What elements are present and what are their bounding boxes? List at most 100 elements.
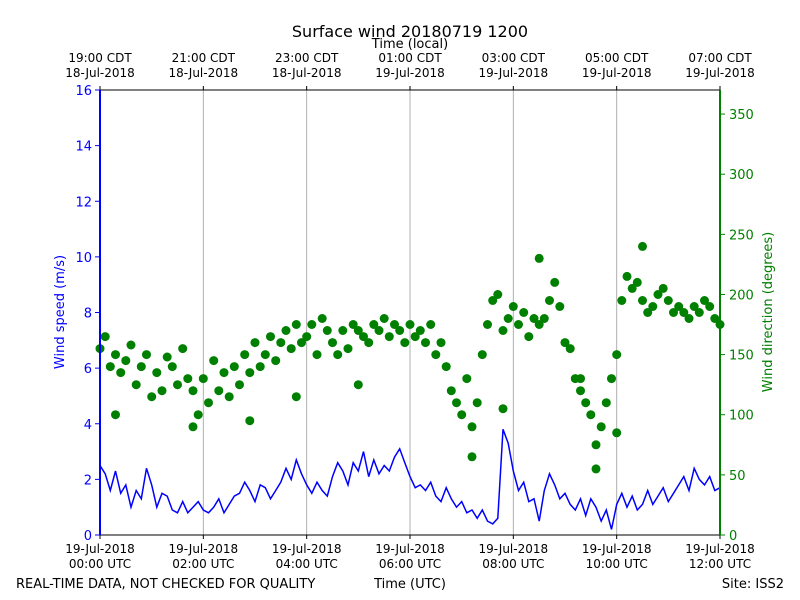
wind-direction-point [483,320,492,329]
wind-direction-point [312,350,322,360]
wind-direction-point [539,314,549,323]
wind-direction-point [576,374,585,384]
wind-direction-point [643,308,653,317]
wind-direction-point [591,464,601,474]
wind-direction-point [689,302,699,311]
wind-direction-point [565,344,575,354]
wind-direction-point [617,296,627,305]
wind-direction-point [684,314,694,323]
wind-direction-point [307,320,317,329]
wind-direction-point [648,302,658,311]
wind-direction-point [638,241,647,251]
wind-direction-point [111,410,120,420]
wind-direction-point [524,332,534,342]
wind-direction-point [669,308,678,317]
top-tick-label: 19-Jul-2018 [375,66,445,80]
right-tick-label: 250 [729,228,754,243]
wind-direction-point [508,302,518,311]
wind-direction-point [188,386,198,396]
wind-direction-point [157,386,167,396]
wind-direction-point [348,320,358,329]
wind-direction-point [111,350,120,360]
top-tick-label: 03:00 CDT [482,51,546,65]
left-tick-label: 6 [84,362,92,377]
wind-direction-point [591,440,601,450]
wind-direction-point [710,314,720,323]
wind-direction-point [431,350,441,360]
wind-direction-point [498,326,508,335]
wind-direction-point [446,386,456,396]
right-tick-label: 150 [729,349,754,364]
wind-direction-point [286,344,296,354]
wind-direction-point [586,410,596,420]
bottom-tick-label: 19-Jul-2018 [685,542,755,556]
wind-direction-point [245,416,255,426]
top-tick-label: 19-Jul-2018 [685,66,755,80]
wind-direction-point [276,338,286,348]
wind-direction-point [240,350,250,360]
wind-direction-point [550,277,560,287]
wind-direction-point [612,428,622,438]
y-axis-label-left: Wind speed (m/s) [53,255,68,369]
right-tick-label: 50 [729,469,746,484]
wind-direction-point [359,332,368,342]
wind-direction-point [193,410,203,420]
wind-direction-point [384,332,394,342]
wind-direction-point [219,368,229,378]
wind-direction-point [369,320,379,329]
quality-disclaimer: REAL-TIME DATA, NOT CHECKED FOR QUALITY [16,577,315,592]
wind-direction-point [627,283,637,293]
left-tick-label: 2 [84,473,92,488]
wind-direction-point [281,326,291,335]
wind-direction-point [353,326,363,335]
wind-direction-point [674,302,684,311]
bottom-tick-label: 06:00 UTC [379,557,441,571]
data-series [95,241,725,530]
wind-direction-point [529,314,539,323]
wind-direction-point [338,326,348,335]
bottom-tick-label: 19-Jul-2018 [65,542,135,556]
wind-direction-point [235,380,244,390]
bottom-tick-label: 00:00 UTC [69,557,131,571]
wind-direction-point [452,398,461,408]
wind-direction-point [291,320,301,329]
bottom-tick-label: 19-Jul-2018 [582,542,652,556]
wind-direction-point [167,362,177,372]
wind-direction-point [224,392,234,402]
top-tick-label: 18-Jul-2018 [65,66,135,80]
left-tick-label: 4 [84,418,92,433]
wind-direction-point [576,386,585,396]
wind-direction-point [472,398,482,408]
left-tick-label: 0 [84,529,92,544]
wind-direction-point [415,326,425,335]
chart-title: Surface wind 20180719 1200 [292,22,528,41]
bottom-tick-label: 19-Jul-2018 [272,542,342,556]
right-tick-label: 0 [729,529,737,544]
wind-direction-point [204,398,213,408]
top-tick-label: 18-Jul-2018 [169,66,239,80]
wind-direction-point [328,338,337,348]
wind-direction-point [560,338,570,348]
top-tick-label: 19-Jul-2018 [582,66,652,80]
wind-direction-point [622,271,632,281]
wind-direction-point [514,320,523,329]
wind-direction-point [126,340,136,350]
wind-direction-point [162,352,172,362]
wind-direction-point [534,320,544,329]
wind-direction-point [229,362,239,372]
wind-direction-point [545,296,554,305]
wind-direction-point [493,290,503,299]
left-tick-label: 12 [75,195,92,210]
grid-lines [99,90,721,535]
top-tick-label: 19-Jul-2018 [479,66,549,80]
x-axis-label: Time (UTC) [373,577,446,592]
wind-direction-point [395,326,405,335]
wind-direction-point [105,362,115,372]
top-tick-label: 19:00 CDT [68,51,132,65]
wind-direction-point [266,332,275,342]
top-tick-label: 01:00 CDT [378,51,442,65]
wind-direction-point [260,350,270,360]
wind-direction-point [462,374,472,384]
wind-direction-point [322,326,332,335]
